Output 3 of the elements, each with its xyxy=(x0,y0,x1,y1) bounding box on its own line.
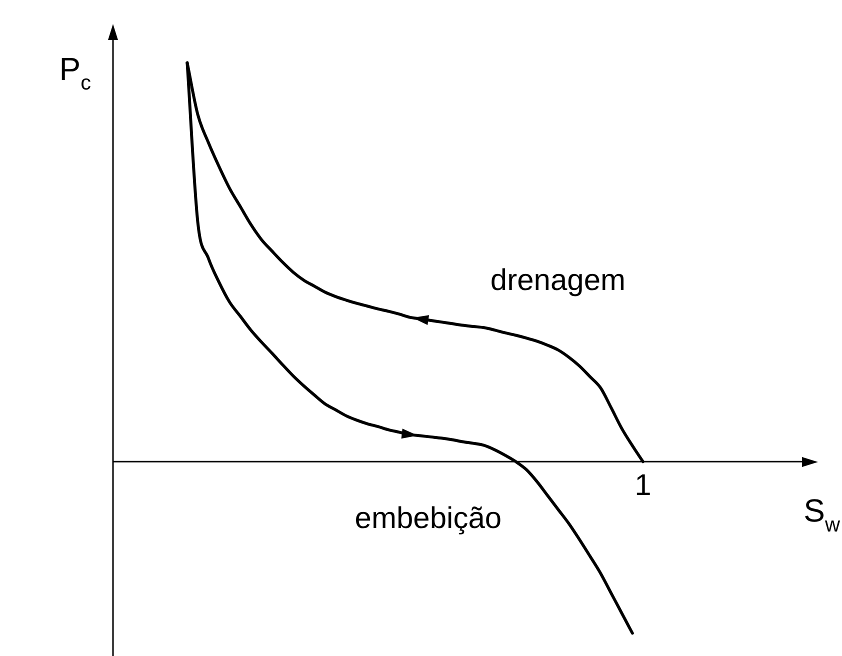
series-label: drenagem xyxy=(490,264,626,298)
series-label: embebição xyxy=(354,502,502,535)
annotation: 1 xyxy=(634,468,652,502)
